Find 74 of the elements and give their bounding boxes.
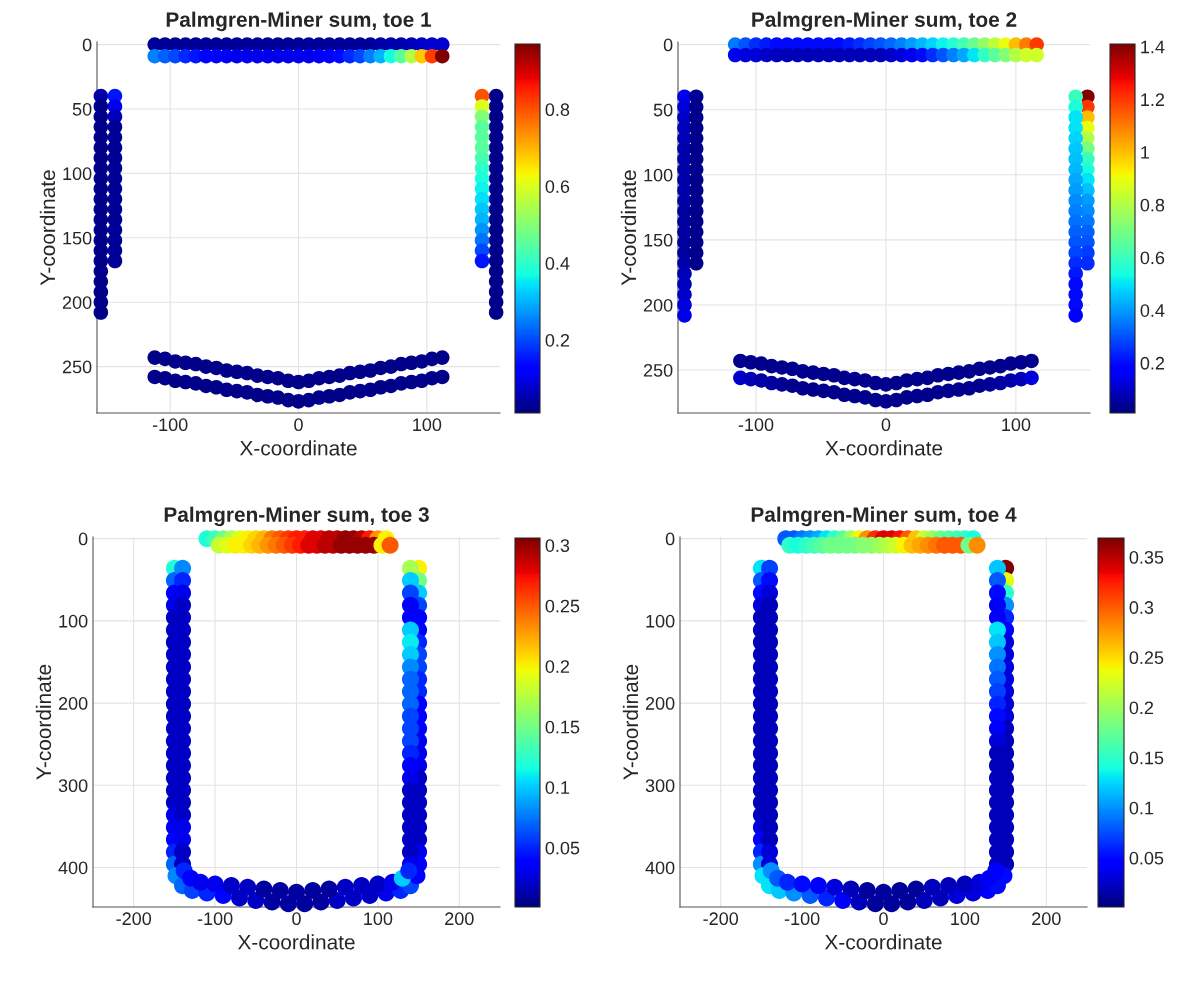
x-tick-label: 0 — [294, 418, 303, 432]
x-axis-title: X-coordinate — [824, 934, 942, 950]
color-bar-label: 1.2 — [1141, 93, 1165, 106]
x-tick-label: -200 — [703, 912, 739, 926]
y-tick-label: 50 — [72, 102, 92, 116]
y-tick-label: 200 — [62, 296, 92, 309]
y-tick-label: 150 — [644, 233, 673, 247]
y-tick-label: 0 — [78, 532, 88, 546]
y-axis-title: Y-coordinate — [620, 170, 637, 286]
color-bar-label: 0.35 — [1129, 550, 1164, 564]
y-tick-label: 200 — [645, 697, 675, 710]
x-tick-label: -100 — [784, 912, 820, 926]
color-bar-label: 0.4 — [545, 257, 570, 270]
y-tick-label: 400 — [645, 861, 675, 875]
x-tick-label: 100 — [364, 912, 393, 926]
x-tick-label: 100 — [413, 418, 442, 432]
color-bar-label: 0.15 — [545, 720, 580, 734]
y-tick-label: 0 — [82, 38, 92, 52]
color-bar-label: 0.3 — [545, 539, 570, 552]
x-tick-label: 0 — [879, 912, 888, 926]
y-tick-label: 400 — [58, 861, 88, 875]
y-tick-label: 200 — [58, 697, 88, 710]
x-axis-title: X-coordinate — [239, 440, 357, 456]
y-tick-label: 100 — [646, 614, 675, 628]
y-tick-label: 250 — [62, 360, 92, 374]
x-tick-label: -100 — [152, 418, 188, 432]
x-tick-label: 0 — [881, 418, 891, 432]
y-tick-label: 100 — [63, 167, 92, 181]
chart-title: Palmgren-Miner sum, toe 1 — [166, 11, 432, 32]
y-tick-label: 300 — [645, 779, 675, 793]
x-axis-title: X-coordinate — [237, 934, 355, 950]
x-tick-label: -200 — [116, 912, 152, 926]
y-axis-title: Y-coordinate — [39, 170, 56, 286]
y-tick-label: 100 — [59, 614, 88, 628]
x-tick-label: 100 — [1002, 418, 1031, 432]
color-bar-label: 0.8 — [545, 103, 570, 117]
y-tick-label: 200 — [643, 298, 673, 312]
color-bar-label: 0.05 — [1129, 851, 1164, 865]
x-axis-title: X-coordinate — [825, 440, 943, 456]
y-axis-title: Y-coordinate — [622, 664, 639, 780]
color-bar-label: 0.6 — [1140, 251, 1165, 265]
color-bar-label: 0.05 — [545, 841, 580, 855]
x-tick-label: -100 — [738, 418, 774, 432]
chart-title: Palmgren-Miner sum, toe 2 — [752, 11, 1017, 32]
y-tick-label: 250 — [643, 363, 673, 377]
color-bar-label: 0.3 — [1129, 601, 1154, 614]
y-tick-label: 50 — [653, 103, 673, 117]
color-bar-label: 0.4 — [1140, 304, 1165, 317]
color-bar-label: 0.1 — [1129, 801, 1154, 815]
y-tick-label: 0 — [663, 38, 673, 52]
color-bar-label: 0.2 — [545, 333, 570, 347]
chart-title: Palmgren-Miner sum, toe 3 — [164, 506, 429, 527]
chart-title: Palmgren-Miner sum, toe 4 — [751, 506, 1017, 527]
y-tick-label: 300 — [58, 779, 88, 793]
color-bar-label: 0.2 — [1129, 701, 1154, 715]
color-bar-label: 0.15 — [1129, 751, 1164, 765]
x-tick-label: 200 — [445, 912, 474, 926]
color-bar-label: 0.2 — [545, 660, 570, 673]
x-tick-label: 100 — [951, 912, 980, 926]
x-tick-label: 0 — [292, 912, 301, 926]
color-bar-label: 0.8 — [1140, 198, 1165, 212]
color-bar-label: 1.4 — [1141, 40, 1165, 54]
color-bar-label: 0.1 — [545, 781, 570, 794]
y-tick-label: 100 — [644, 168, 673, 182]
x-tick-label: -100 — [197, 912, 233, 926]
x-tick-label: 200 — [1032, 912, 1061, 926]
y-axis-title: Y-coordinate — [35, 664, 52, 780]
color-bar-label: 1 — [1141, 146, 1150, 159]
color-bar-label: 0.25 — [1129, 651, 1164, 665]
color-bar-label: 0.25 — [545, 599, 580, 613]
color-bar-label: 0.6 — [545, 180, 570, 193]
y-tick-label: 0 — [665, 532, 675, 546]
color-bar-label: 0.2 — [1140, 356, 1165, 370]
y-tick-label: 150 — [63, 231, 92, 245]
